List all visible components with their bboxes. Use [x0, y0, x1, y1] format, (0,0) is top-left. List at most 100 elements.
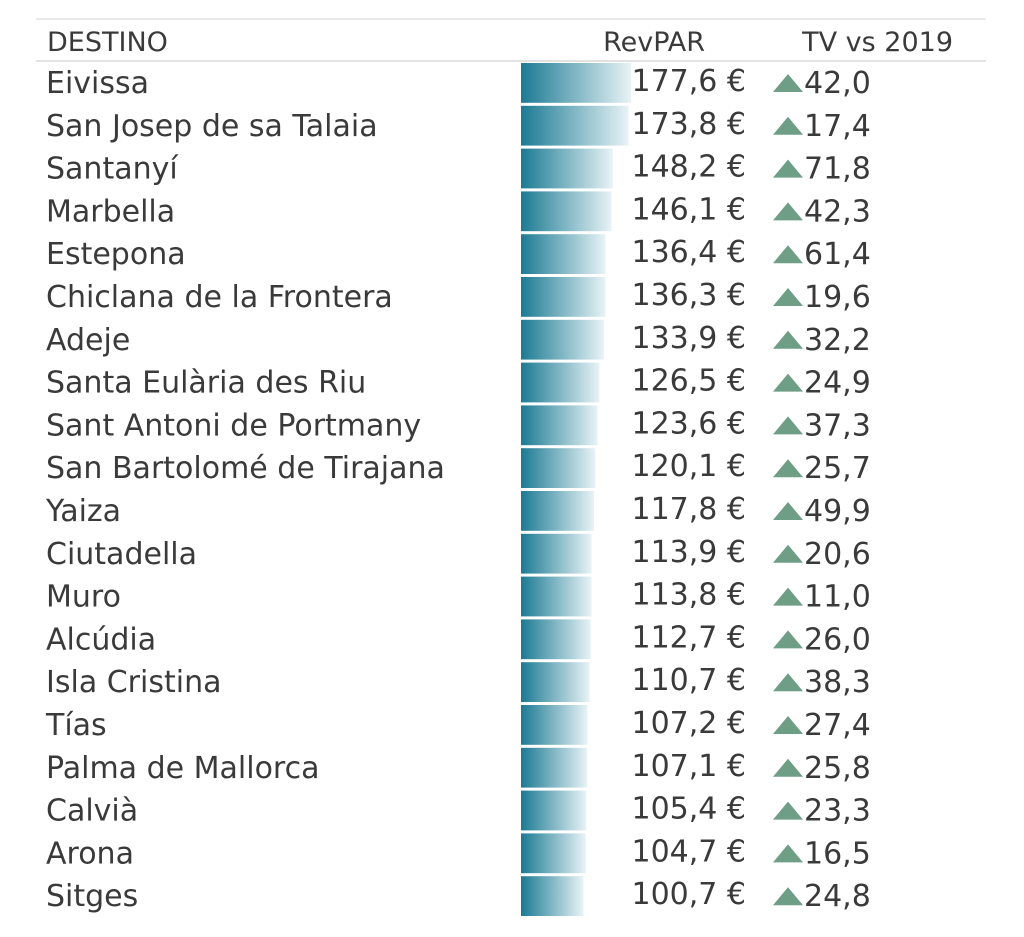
table-row: Muro 113,8 € 11,0: [46, 576, 871, 617]
revpar-bar: [521, 105, 629, 146]
destination-label: Adeje: [46, 323, 130, 358]
tv-change-label: 27,4: [804, 708, 871, 743]
up-triangle-icon: [773, 459, 803, 478]
up-triangle-icon: [773, 330, 803, 349]
tv-change-label: 37,3: [804, 408, 871, 443]
revpar-value-label: 100,7 €: [631, 877, 746, 912]
up-triangle-icon: [773, 673, 803, 692]
destination-label: Santa Eulària des Riu: [46, 366, 366, 401]
destination-label: Chiclana de la Frontera: [46, 280, 393, 315]
destination-label: Alcúdia: [46, 622, 156, 657]
revpar-value-label: 110,7 €: [631, 663, 746, 698]
table-row: Tías 107,2 € 27,4: [45, 705, 871, 745]
up-triangle-icon: [773, 758, 803, 777]
up-triangle-icon: [773, 502, 803, 520]
revpar-bar: [521, 448, 596, 488]
revpar-value-label: 112,7 €: [631, 620, 746, 655]
destination-label: San Josep de sa Talaia: [46, 109, 378, 144]
revpar-bar: [521, 362, 600, 403]
table-row: Chiclana de la Frontera 136,3 € 19,6: [46, 277, 871, 317]
revpar-bar: [521, 662, 590, 702]
up-triangle-icon: [773, 202, 803, 221]
table-row: Calvià 105,4 € 23,3: [46, 790, 871, 831]
up-triangle-icon: [773, 288, 803, 306]
table-row: Adeje 133,9 € 32,2: [46, 319, 871, 360]
table-row: Eivissa 177,6 € 42,0: [46, 63, 871, 103]
revpar-bar: [521, 833, 586, 874]
up-triangle-icon: [773, 544, 803, 563]
table-row: Palma de Mallorca 107,1 € 25,8: [46, 747, 871, 788]
column-header-tv-vs-2019: TV vs 2019: [801, 27, 953, 58]
revpar-bar: [521, 405, 598, 446]
revpar-value-label: 120,1 €: [631, 449, 746, 484]
tv-change-label: 25,8: [804, 751, 871, 786]
destination-label: Palma de Mallorca: [46, 751, 320, 786]
revpar-value-label: 113,8 €: [631, 578, 746, 613]
revpar-value-label: 126,5 €: [631, 364, 746, 399]
table-row: Estepona 136,4 € 61,4: [46, 234, 871, 274]
table-row: San Josep de sa Talaia 173,8 € 17,4: [46, 105, 871, 146]
up-triangle-icon: [773, 844, 803, 863]
revpar-bar: [521, 876, 584, 916]
tv-change-label: 61,4: [804, 237, 871, 272]
destination-label: Santanyí: [46, 152, 179, 187]
tv-change-label: 38,3: [804, 665, 871, 700]
table-row: Yaiza 117,8 € 49,9: [45, 491, 871, 531]
column-header-revpar: RevPAR: [603, 27, 705, 58]
revpar-bar: [521, 277, 606, 317]
up-triangle-icon: [773, 159, 803, 178]
destination-label: Arona: [46, 836, 134, 871]
revpar-value-label: 146,1 €: [631, 192, 746, 227]
tv-change-label: 42,3: [804, 194, 871, 229]
tv-change-label: 11,0: [804, 580, 871, 615]
revpar-value-label: 104,7 €: [631, 834, 746, 869]
table-row: Sitges 100,7 € 24,8: [46, 876, 871, 916]
table-row: Santa Eulària des Riu 126,5 € 24,9: [46, 362, 871, 403]
table-row: Isla Cristina 110,7 € 38,3: [46, 662, 871, 702]
up-triangle-icon: [773, 887, 803, 906]
tv-change-label: 71,8: [804, 152, 871, 187]
up-triangle-icon: [773, 716, 803, 734]
tv-change-label: 16,5: [804, 836, 871, 871]
up-triangle-icon: [773, 245, 803, 264]
revpar-bar: [521, 619, 591, 660]
up-triangle-icon: [773, 630, 803, 649]
revpar-value-label: 107,2 €: [631, 706, 746, 741]
revpar-value-label: 107,1 €: [631, 749, 746, 784]
table-row: Ciutadella 113,9 € 20,6: [46, 533, 871, 574]
tv-change-label: 24,9: [804, 366, 871, 401]
destination-label: Tías: [45, 708, 107, 743]
up-triangle-icon: [773, 373, 803, 392]
tv-change-label: 17,4: [804, 109, 871, 144]
up-triangle-icon: [773, 416, 803, 435]
destination-label: Estepona: [46, 237, 186, 272]
table-row: Marbella 146,1 € 42,3: [46, 191, 871, 232]
revpar-value-label: 117,8 €: [631, 492, 746, 527]
destination-label: Sitges: [46, 879, 138, 914]
up-triangle-icon: [773, 74, 803, 92]
table-rows: Eivissa 177,6 € 42,0 San Josep de sa Talaia…: [45, 63, 871, 916]
destination-label: Muro: [46, 580, 121, 615]
table-row: Sant Antoni de Portmany 123,6 € 37,3: [46, 405, 871, 446]
tv-change-label: 42,0: [804, 66, 871, 101]
tv-change-label: 32,2: [804, 323, 871, 358]
destination-label: Ciutadella: [46, 537, 197, 572]
up-triangle-icon: [773, 801, 803, 820]
destination-label: Calvià: [46, 794, 138, 829]
revpar-bar: [521, 319, 604, 360]
column-header-destino: DESTINO: [47, 27, 168, 58]
revpar-value-label: 148,2 €: [631, 150, 746, 185]
tv-change-label: 24,8: [804, 879, 871, 914]
revpar-value-label: 133,9 €: [631, 321, 746, 356]
table-row: Alcúdia 112,7 € 26,0: [46, 619, 871, 660]
revpar-bar: [521, 576, 592, 617]
revpar-bar: [521, 234, 606, 274]
table-row: Arona 104,7 € 16,5: [46, 833, 871, 874]
destination-label: Yaiza: [45, 494, 121, 529]
up-triangle-icon: [773, 116, 803, 135]
revpar-bar: [521, 63, 631, 103]
revpar-bar: [521, 705, 588, 745]
destination-label: Sant Antoni de Portmany: [46, 408, 421, 443]
revpar-bar: [521, 191, 612, 232]
